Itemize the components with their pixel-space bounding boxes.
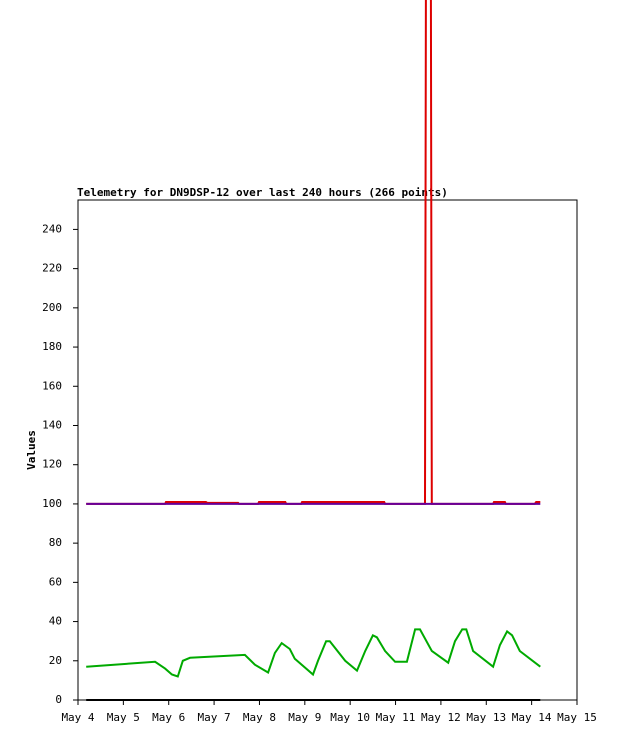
x-tick-label: May 12 — [421, 711, 461, 724]
series-line — [86, 628, 541, 678]
x-tick-label: May 4 — [61, 711, 94, 724]
x-tick-label: May 11 — [376, 711, 416, 724]
x-tick-label: May 5 — [107, 711, 140, 724]
x-tick-label: May 13 — [466, 711, 506, 724]
y-tick-label: 160 — [42, 379, 62, 392]
x-tick-label: May 7 — [198, 711, 231, 724]
y-tick-label: 40 — [49, 615, 62, 628]
y-tick-label: 220 — [42, 262, 62, 275]
x-tick-label: May 10 — [330, 711, 370, 724]
y-tick-label: 80 — [49, 536, 62, 549]
y-axis-label: Values — [25, 430, 38, 470]
y-tick-label: 240 — [42, 222, 62, 235]
x-tick-label: May 14 — [512, 711, 552, 724]
x-tick-label: May 9 — [288, 711, 321, 724]
y-tick-label: 140 — [42, 418, 62, 431]
y-tick-label: 0 — [55, 693, 62, 706]
y-tick-label: 180 — [42, 340, 62, 353]
y-tick-label: 60 — [49, 575, 62, 588]
y-tick-label: 20 — [49, 654, 62, 667]
x-tick-label: May 15 — [557, 711, 597, 724]
chart-title: Telemetry for DN9DSP-12 over last 240 ho… — [77, 186, 448, 199]
y-tick-label: 100 — [42, 497, 62, 510]
y-tick-label: 200 — [42, 301, 62, 314]
plot-frame — [77, 199, 578, 701]
x-tick-label: May 6 — [152, 711, 185, 724]
y-tick-label: 120 — [42, 458, 62, 471]
x-tick-label: May 8 — [243, 711, 276, 724]
